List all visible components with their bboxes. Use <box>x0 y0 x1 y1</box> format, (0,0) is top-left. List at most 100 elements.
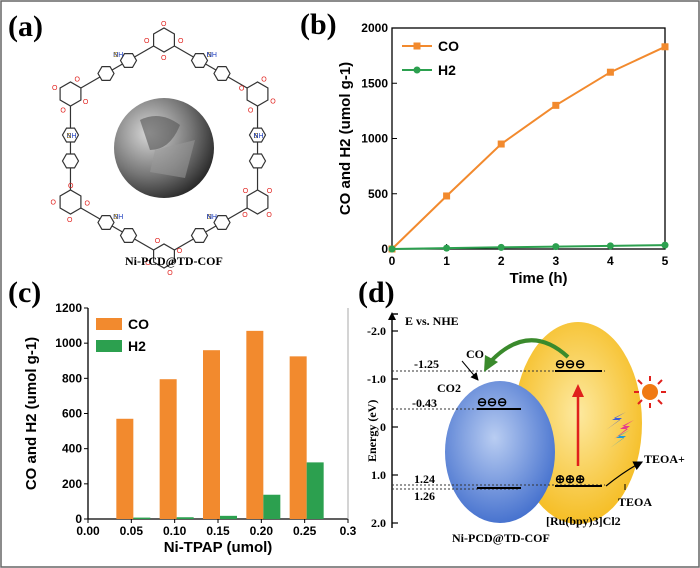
atom-label: NH <box>207 214 217 221</box>
teoa-oxidation-arrow <box>605 461 644 487</box>
chart-c-bar-CO <box>159 379 177 519</box>
teoa-label: TEOA <box>618 495 652 509</box>
atom-label: N <box>113 52 118 59</box>
chart-c-ylabel: CO and H2 (umol g-1) <box>23 337 40 490</box>
panel-d-label: (d) <box>358 276 395 309</box>
atom-label: S <box>207 214 212 221</box>
atom-label: O <box>75 77 81 84</box>
linker-ring <box>119 53 138 68</box>
chart-c-bar-H2 <box>263 494 281 519</box>
chart-b-ytick-label: 1500 <box>361 76 388 90</box>
chart-b-point-CO <box>497 140 505 148</box>
atom-label: O <box>270 99 276 106</box>
atom-label: N <box>254 133 259 140</box>
linker-ring <box>97 215 115 230</box>
atom-label: N <box>207 52 212 59</box>
chart-b-point-H2 <box>388 245 396 253</box>
atom-label: NH <box>113 52 123 59</box>
cof-diagram-label: Ni-PCD@TD-COF <box>452 531 550 545</box>
energy-tick-label: -2.0 <box>367 324 386 338</box>
chart-b-xtick-label: 2 <box>498 254 505 268</box>
cof-bond <box>70 39 165 95</box>
chart-b-xtick-label: 0 <box>389 254 396 268</box>
level-label-n125: -1.25 <box>414 357 439 371</box>
linker-ring <box>190 228 209 243</box>
co2-reactant-label: CO2 <box>437 381 461 395</box>
chart-c-bar-H2 <box>306 462 324 519</box>
atom-label: O <box>161 21 167 28</box>
chart-b-point-H2 <box>661 241 669 249</box>
chart-c-ytick-label: 1000 <box>55 336 82 350</box>
atom-label: O <box>248 108 254 115</box>
chart-c-bar-CO <box>203 350 220 519</box>
atom-label: O <box>51 200 57 207</box>
chart-c-legend-swatch <box>96 340 122 352</box>
chart-b-point-CO <box>443 192 451 200</box>
co-product-label: CO <box>466 347 484 361</box>
energy-tick-label: -1.0 <box>367 372 386 386</box>
sun-icon <box>634 376 666 408</box>
chart-b-xtick-label: 1 <box>443 254 450 268</box>
atom-label: O <box>67 217 73 224</box>
node-ring <box>153 243 175 269</box>
atom-label: O <box>161 55 167 62</box>
atom-label: O <box>177 248 183 255</box>
linker-ring <box>119 228 138 243</box>
atom-label: O <box>68 183 74 190</box>
atom-label: O <box>145 260 151 267</box>
chart-b-point-H2 <box>606 242 614 250</box>
level-label-n043: -0.43 <box>412 396 437 410</box>
chart-c-legend-label: H2 <box>128 338 146 354</box>
chart-c-xtick-label: 0.10 <box>163 524 187 538</box>
chart-c-ytick-label: 1200 <box>55 301 82 315</box>
atom-label: O <box>85 201 91 208</box>
atom-label: S <box>207 52 212 59</box>
chart-c-bar-H2 <box>176 517 194 519</box>
chart-c-xtick-label: 0.00 <box>76 524 100 538</box>
atom-label: O <box>83 99 89 106</box>
chart-b-xlabel: Time (h) <box>509 270 567 287</box>
chart-c-ytick-label: 0 <box>75 512 82 526</box>
chart-c-ytick-label: 400 <box>62 442 82 456</box>
chart-b: 0 1 2 3 4 5 0 500 1000 1500 2000 Time (h) CO and H2 … <box>337 21 669 287</box>
chart-b-legend-marker <box>413 66 421 74</box>
chart-c-xtick-label: 0.20 <box>250 524 274 538</box>
panel-a-label: (a) <box>8 10 43 43</box>
chart-b-ytick-label: 2000 <box>361 21 388 35</box>
cof-electrons: ⊖⊖⊖ <box>477 395 507 409</box>
chart-c-legend-label: CO <box>128 316 149 332</box>
chart-b-ylabel: CO and H2 (umol g-1) <box>337 62 354 215</box>
atom-label: O <box>167 270 173 277</box>
linker-ring <box>213 215 231 230</box>
chart-b-ytick-label: 0 <box>381 242 388 256</box>
atom-label: O <box>178 38 184 45</box>
panel-b-label: (b) <box>300 8 337 41</box>
ru-complex-label: [Ru(bpy)3]Cl2 <box>546 514 621 528</box>
atom-label: N <box>207 52 212 59</box>
node-ring <box>246 189 269 215</box>
cof-bond <box>163 201 258 257</box>
atom-label: N <box>207 214 212 221</box>
chart-b-ytick-label: 1000 <box>361 132 388 146</box>
atom-label: NH <box>67 133 77 140</box>
atom-label: O <box>155 238 161 245</box>
chart-c-xtick-label: 0.05 <box>120 524 144 538</box>
atom-label: O <box>266 212 272 219</box>
node-ring <box>59 189 82 215</box>
chart-b-legend-label: CO <box>438 38 459 54</box>
atom-label: S <box>113 214 118 221</box>
atom-label: S <box>254 133 259 140</box>
energy-ticks: -2.0 -1.0 0 1.0 2.0 <box>367 324 398 530</box>
chart-c-xtick-label: 0.3 <box>340 524 357 538</box>
node-ring <box>153 27 175 53</box>
atom-label: N <box>67 133 72 140</box>
linker-ring <box>248 127 267 143</box>
chart-b-point-H2 <box>552 243 560 251</box>
chart-c-xlabel: Ni-TPAP (umol) <box>164 539 273 556</box>
chart-b-series-line-H2 <box>391 244 666 250</box>
chart-b-point-CO <box>661 43 669 51</box>
chart-c-bar-CO <box>246 330 264 519</box>
